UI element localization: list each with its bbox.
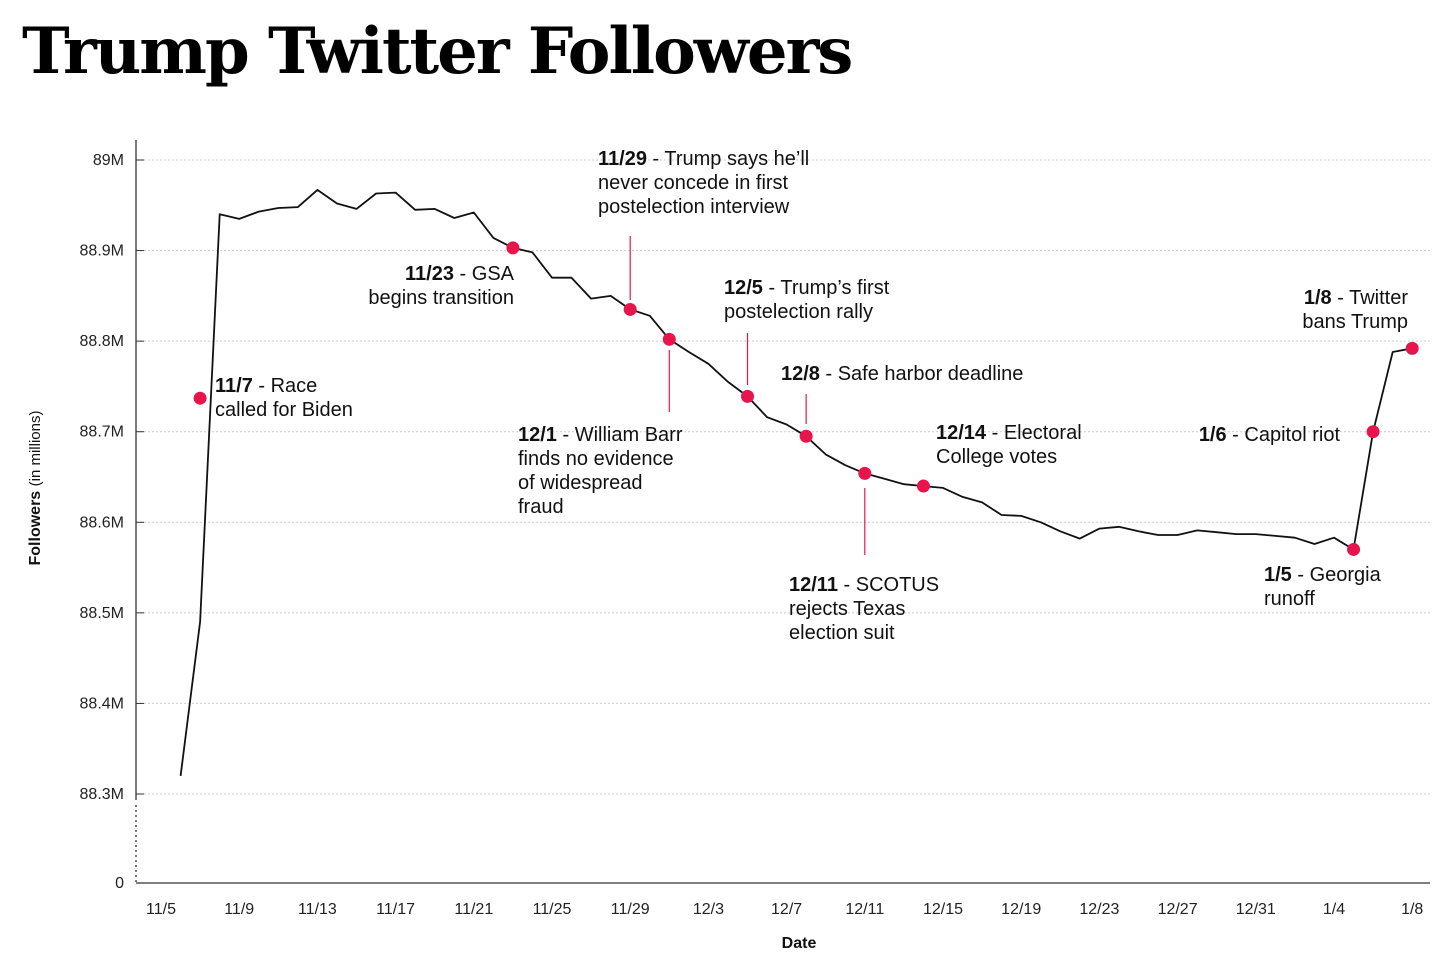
event-marker — [193, 391, 207, 405]
annotation-label: 11/29 - Trump says he’ll never concede in… — [598, 148, 809, 218]
event-marker — [741, 389, 754, 403]
y-tick-label: 89M — [93, 152, 124, 169]
event-marker — [1405, 341, 1419, 355]
x-tick-label: 11/13 — [298, 901, 337, 918]
x-tick-label: 12/7 — [771, 901, 802, 918]
x-tick-label: 11/9 — [224, 901, 254, 918]
event-marker — [916, 479, 930, 493]
annotation-label: 12/14 - Electoral College votes — [936, 422, 1082, 468]
x-tick-label: 1/4 — [1323, 901, 1345, 918]
event-marker — [1366, 425, 1380, 439]
x-tick-label: 12/3 — [693, 901, 724, 918]
y-tick-label: 88.6M — [80, 514, 124, 531]
x-tick-label: 12/19 — [1001, 901, 1041, 918]
annotation-label: 1/8 - Twitter bans Trump — [1302, 287, 1408, 333]
event-marker — [858, 466, 872, 480]
chart-title: Trump Twitter Followers — [22, 14, 853, 89]
x-tick-label: 11/29 — [611, 901, 650, 918]
y-axis-title: Followers (in millions) — [27, 411, 44, 566]
y-tick-label: 88.4M — [80, 695, 124, 712]
x-tick-label: 12/15 — [923, 901, 963, 918]
event-marker — [623, 302, 637, 316]
annotation-label: 12/11 - SCOTUS rejects Texas election suit — [789, 574, 939, 644]
y-tick-label: 88.9M — [80, 243, 124, 260]
annotation-label: 12/5 - Trump’s first postelection rally — [724, 277, 890, 323]
x-tick-label: 11/17 — [376, 901, 415, 918]
x-tick-label: 11/25 — [533, 901, 572, 918]
x-tick-label: 12/11 — [845, 901, 884, 918]
event-marker — [799, 429, 813, 443]
x-tick-label: 11/21 — [454, 901, 493, 918]
annotation-label: 1/5 - Georgia runoff — [1264, 564, 1382, 610]
annotation-label: 12/8 - Safe harbor deadline — [781, 363, 1023, 385]
y-tick-label: 88.7M — [80, 424, 124, 441]
x-axis-title: Date — [782, 935, 817, 952]
x-tick-label: 1/8 — [1401, 901, 1423, 918]
annotation-label: 11/7 - Race called for Biden — [215, 375, 353, 421]
event-marker — [1347, 542, 1361, 556]
annotation-label: 12/1 - William Barr finds no evidence of w… — [518, 424, 683, 518]
x-tick-label: 12/23 — [1079, 901, 1119, 918]
event-marker — [506, 241, 520, 255]
annotation-label: 1/6 - Capitol riot — [1199, 424, 1341, 446]
y-tick-label: 0 — [115, 875, 124, 892]
annotation-label: 11/23 - GSA begins transition — [368, 263, 514, 309]
x-tick-label: 11/5 — [146, 901, 176, 918]
y-tick-label: 88.8M — [80, 333, 124, 350]
series-line — [179, 189, 1413, 777]
event-marker — [662, 332, 676, 346]
y-tick-label: 88.5M — [80, 605, 124, 622]
y-tick-label: 88.3M — [80, 786, 124, 803]
x-tick-label: 12/31 — [1236, 901, 1276, 918]
x-tick-label: 12/27 — [1158, 901, 1198, 918]
